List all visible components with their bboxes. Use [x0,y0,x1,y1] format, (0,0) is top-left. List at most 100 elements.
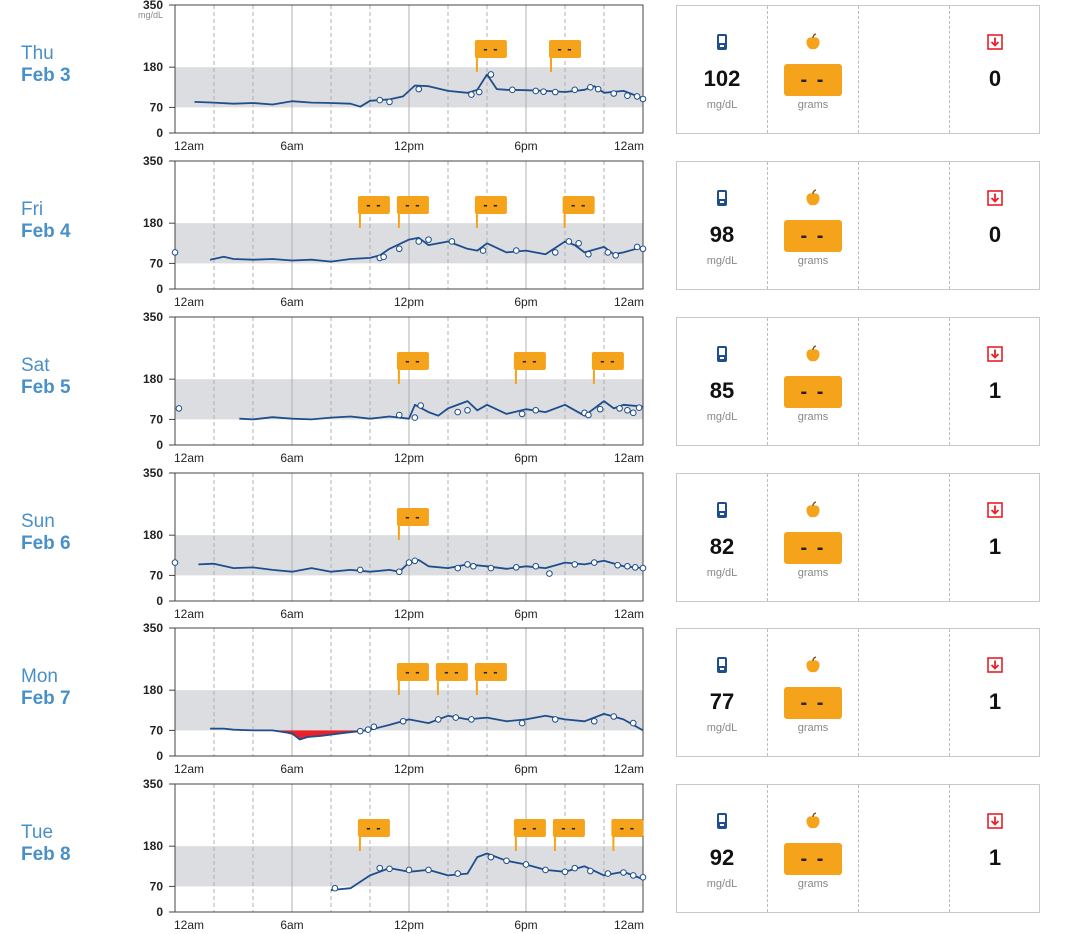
glucose-chart[interactable]: 0 70 180 350 12am 6am 12pm 6pm 12am - - - - - - [0,310,660,467]
carb-marker-box [435,663,468,681]
glucose-reading-point [425,866,432,874]
carb-marker-label: - - [571,197,586,212]
glucose-reading-point [532,87,540,95]
carbs-value: - - [784,64,842,96]
day-label[interactable]: Thu Feb 3 [21,43,71,87]
carb-marker-label: - - [557,41,572,56]
day-row: Thu Feb 3 0 70 180 350 mg/dL 12am 6am 12pm 6pm 12… [0,0,1071,155]
plot-frame [174,627,644,757]
x-tick-label: 6pm [514,918,537,932]
carb-marker: - - [611,819,644,851]
glucose-reading-point [370,723,378,731]
apple-icon [803,188,823,208]
carb-marker-label: - - [522,353,537,368]
carb-marker-label: - - [405,353,420,368]
glucose-reading-point [571,561,579,568]
glucose-chart[interactable]: 0 70 180 350 12am 6am 12pm 6pm 12am - - - - - - [0,621,660,778]
day-name: Sun [21,511,55,532]
day-label[interactable]: Sun Feb 6 [21,511,71,555]
glucose-reading-point [452,714,460,721]
day-label[interactable]: Mon Feb 7 [21,666,71,710]
glucose-reading-point [565,238,573,245]
avg-glucose-value: 85 [709,378,735,403]
day-row: Mon Feb 7 0 70 180 350 12am 6am 12pm 6pm 12am - -… [0,621,1071,778]
carb-marker-label: - - [522,820,537,835]
glucose-reading-point [532,406,540,414]
glucose-reading-point [551,716,559,723]
day-row: Fri Feb 4 0 70 180 350 12am 6am 12pm 6pm 12am - -… [0,154,1071,311]
glucose-reading-point [571,864,579,872]
hypo-arrow-icon [985,811,1005,831]
day-label[interactable]: Tue Feb 8 [21,822,71,866]
y-tick-label: 180 [143,528,163,542]
hypo-arrow-icon [985,655,1005,675]
plot-frame [174,316,644,446]
glucose-reading-point [454,408,462,416]
avg-glucose-unit: mg/dL [706,567,738,579]
day-label[interactable]: Sat Feb 5 [21,355,71,399]
glucose-reading-point [468,91,475,98]
glucose-reading-point [610,90,618,97]
glucose-reading-point [487,564,495,572]
carb-marker-label: - - [600,353,615,368]
avg-glucose-value: 98 [709,222,735,247]
y-tick-label: 70 [150,100,164,114]
glucose-reading-point [633,243,641,251]
glucose-reading-point [561,868,569,876]
hypo-count: 1 [988,534,1002,559]
glucose-reading-point [364,726,372,733]
carb-marker: - - [357,196,390,228]
carb-marker-label: - - [483,41,498,56]
glucose-reading-point [376,96,384,104]
y-tick-label: 180 [143,839,163,853]
day-row: Sat Feb 5 0 70 180 350 12am 6am 12pm 6pm 12am - -… [0,310,1071,467]
day-name: Tue [21,822,54,843]
x-tick-label: 12am [614,607,644,621]
glucose-reading-point [405,559,413,566]
carbs-unit: grams [797,878,829,890]
glucose-reading-point [585,250,592,258]
glucose-reading-point [624,92,631,99]
carb-marker: - - [562,196,595,228]
carb-marker-label: - - [405,509,420,524]
glucose-chart[interactable]: 0 70 180 350 12am 6am 12pm 6pm 12am - - - - - - - - [0,154,660,311]
carb-marker-label: - - [620,820,635,835]
carb-marker: - - [396,508,429,540]
y-tick-label: 350 [143,621,163,635]
carb-marker: - - [591,352,624,384]
glucose-reading-point [614,561,621,569]
x-tick-label: 6pm [514,607,537,621]
carb-marker-box [474,663,507,681]
carb-marker: - - [513,819,546,851]
glucose-reading-point [631,564,639,571]
glucose-reading-point [411,414,419,421]
glucose-chart[interactable]: 0 70 180 350 12am 6am 12pm 6pm 12am - - - - - - - - [0,777,660,934]
x-tick-label: 12pm [394,918,424,932]
x-tick-label: 12am [174,607,204,621]
glucose-reading-point [331,884,339,892]
avg-glucose-value: 102 [703,66,741,91]
carb-marker-label: - - [366,197,381,212]
avg-glucose-unit: mg/dL [706,878,738,890]
glucose-chart[interactable]: 0 70 180 350 12am 6am 12pm 6pm 12am - - [0,466,660,623]
glucose-reading-point [479,247,487,254]
day-date: Feb 7 [21,688,71,709]
carb-marker-box [474,196,507,214]
carb-marker-box [513,352,546,370]
x-tick-label: 6pm [514,762,537,776]
glucose-reading-point [386,865,393,873]
glucose-reading-point [604,249,612,256]
carb-marker: - - [549,40,581,72]
glucose-reading-point [542,866,549,874]
glucose-series-line [210,713,644,741]
day-name: Sat [21,355,50,376]
glucose-reading-point [590,717,598,725]
carbs-unit: grams [797,99,829,111]
carbs-value: - - [784,843,842,875]
x-tick-label: 6am [280,918,303,932]
glucose-meter-icon [712,811,732,831]
glucose-reading-point [532,562,540,570]
y-tick-label: 0 [156,282,163,296]
day-label[interactable]: Fri Feb 4 [21,199,71,243]
